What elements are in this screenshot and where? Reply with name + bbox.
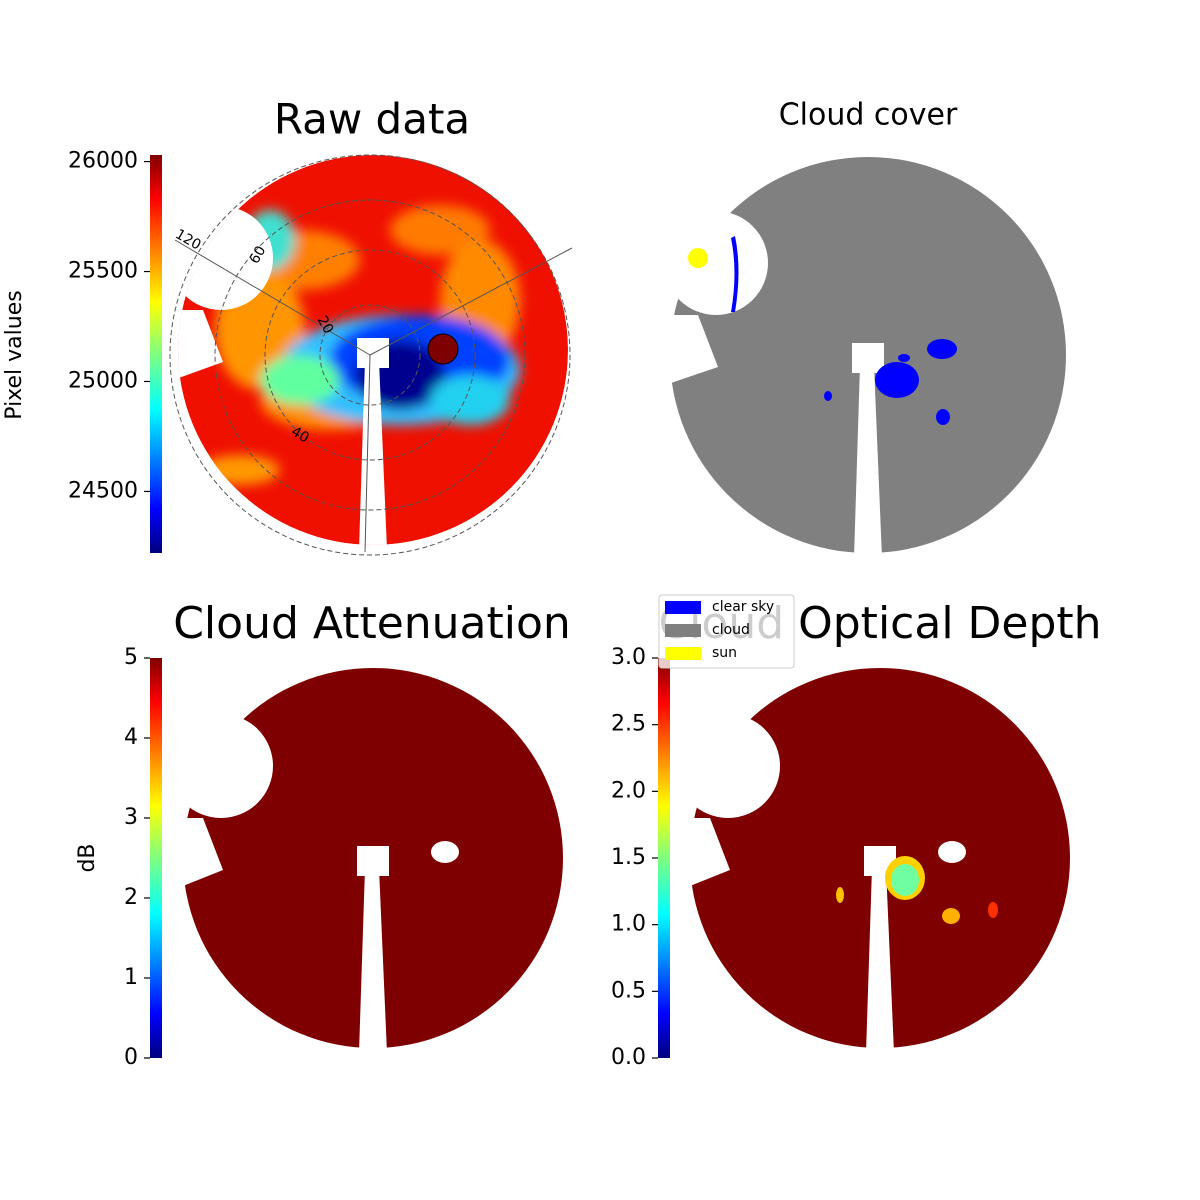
y-tick-label: 25500 <box>68 259 138 284</box>
raw-image <box>178 155 568 545</box>
cloud-texture <box>260 355 340 405</box>
y-tick-label: 0.0 <box>611 1045 646 1070</box>
sun-spot <box>427 333 459 365</box>
sky-image <box>676 668 1070 1053</box>
cloud-patch <box>891 864 919 896</box>
cloud-texture <box>390 205 490 255</box>
obstruction <box>665 315 718 385</box>
polar-grid <box>319 304 421 406</box>
cloud-patch <box>988 902 998 918</box>
obstruction <box>854 365 882 558</box>
legend-label: cloud <box>712 622 750 638</box>
colorbar-label: dB <box>75 843 100 872</box>
colorbar-label: Pixel values <box>2 290 27 419</box>
sun-region <box>688 248 708 268</box>
colorbar <box>150 658 162 1058</box>
polar-spoke <box>174 239 371 356</box>
colorbar <box>150 155 162 553</box>
sky-image <box>169 668 563 1053</box>
y-tick-label: 0 <box>124 1045 138 1070</box>
legend-label: clear sky <box>712 599 774 615</box>
y-tick-label: 1.5 <box>611 845 646 870</box>
polar-label: 120 <box>172 226 203 253</box>
legend-swatch <box>665 647 701 660</box>
clear-sky-region <box>731 236 739 312</box>
polar-grid <box>214 199 526 511</box>
clear-sky-region <box>927 339 957 359</box>
y-tick-label: 1.0 <box>611 912 646 937</box>
obstruction <box>852 343 884 373</box>
obstruction <box>169 714 273 818</box>
obstruction <box>178 818 223 888</box>
clear-sky-region <box>936 409 950 425</box>
polar-label: 40 <box>288 424 311 447</box>
clear-sky-region <box>824 391 832 401</box>
clear-sky-region <box>875 362 919 398</box>
cloud-texture <box>430 375 510 425</box>
y-tick-label: 25000 <box>68 368 138 393</box>
panel-title: Raw data <box>274 95 470 144</box>
sky-image <box>664 157 1066 558</box>
y-tick-label: 2.5 <box>611 712 646 737</box>
sun-mask <box>431 841 459 863</box>
obstruction <box>357 846 389 876</box>
obstruction <box>866 868 894 1053</box>
polar-label: 20 <box>314 313 337 336</box>
y-tick-label: 3 <box>124 805 138 830</box>
legend: clear sky cloud sun <box>658 594 795 669</box>
legend-label: sun <box>712 645 737 661</box>
polar-label: 60 <box>247 243 270 266</box>
legend-swatch <box>665 624 701 637</box>
y-tick-label: 5 <box>124 645 138 670</box>
sky-image: 120 60 20 40 <box>169 154 573 556</box>
y-tick-label: 24500 <box>68 478 138 503</box>
obstruction <box>685 818 730 888</box>
legend-swatch <box>665 601 701 614</box>
panel-title: Cloud cover <box>779 98 958 133</box>
obstruction <box>178 310 223 380</box>
obstruction <box>664 211 768 315</box>
y-tick-label: 26000 <box>68 149 138 174</box>
panel-title: Cloud Attenuation <box>173 598 571 649</box>
polar-spoke <box>369 247 573 356</box>
clear-sky-region <box>898 354 910 362</box>
y-tick-label: 2 <box>124 885 138 910</box>
sun-mask <box>938 841 966 863</box>
polar-grid <box>264 249 476 461</box>
obstruction <box>359 868 387 1053</box>
y-tick-label: 4 <box>124 725 138 750</box>
polar-grid <box>169 154 571 556</box>
obstruction <box>676 714 780 818</box>
cloud-patch <box>836 887 844 903</box>
y-tick-label: 1 <box>124 965 138 990</box>
cloud-patch <box>942 908 960 924</box>
colorbar <box>658 658 670 1058</box>
cloud-texture <box>200 455 280 485</box>
y-tick-label: 3.0 <box>611 645 646 670</box>
polar-spoke <box>364 354 371 553</box>
y-tick-label: 2.0 <box>611 778 646 803</box>
y-tick-label: 0.5 <box>611 978 646 1003</box>
